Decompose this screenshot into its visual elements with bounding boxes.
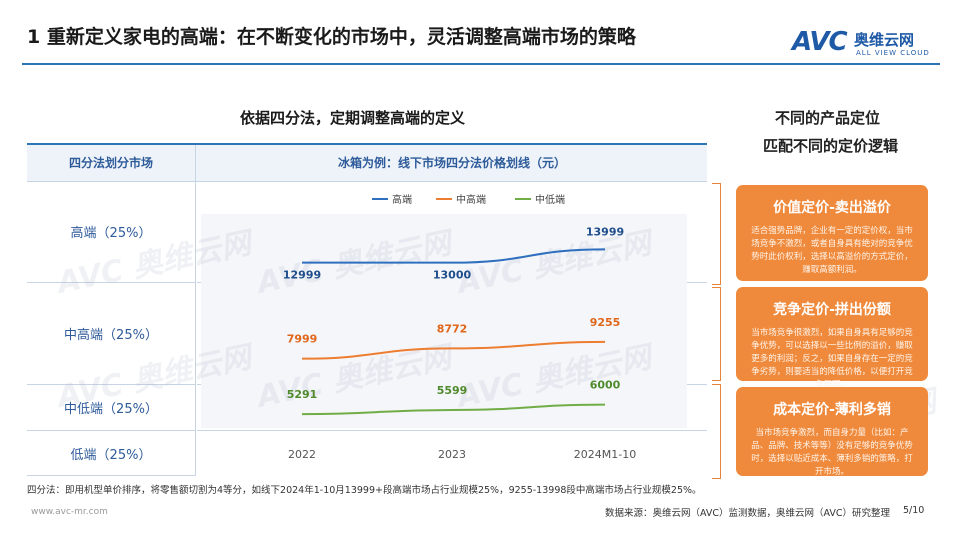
x-tick-label: 2022 <box>288 448 316 461</box>
segment-high: 高端（25%） <box>27 181 196 283</box>
table-header-row: 四分法划分市场 冰箱为例：线下市场四分法价格划线（元） <box>27 143 707 182</box>
data-label: 5291 <box>287 388 318 401</box>
header-divider <box>22 63 940 65</box>
right-title-line2: 匹配不同的定价逻辑 <box>763 137 899 155</box>
x-tick-label: 2024M1-10 <box>574 448 636 461</box>
data-label: 5599 <box>437 384 468 397</box>
segment-mid-high: 中高端（25%） <box>27 283 196 385</box>
bracket-mid-high <box>712 287 721 381</box>
page-title: 1 重新定义家电的高端：在不断变化的市场中，灵活调整高端市场的策略 <box>27 26 636 48</box>
chart-x-axis: 2022 2023 2024M1-10 <box>288 448 636 461</box>
chart-legend: 高端 中高端 中低端 <box>372 193 565 206</box>
logo-cn: 奥维云网 <box>854 31 915 49</box>
data-label: 9255 <box>590 316 621 329</box>
legend-label: 高端 <box>392 193 412 206</box>
legend-label: 中低端 <box>535 193 565 206</box>
chart-plot-area <box>201 214 687 428</box>
logo-en: ALL VIEW CLOUD <box>856 49 930 57</box>
chart-title: 冰箱为例：线下市场四分法价格划线（元） <box>337 156 566 170</box>
card-title: 价值定价-卖出溢价 <box>773 200 891 216</box>
segment-low: 低端（25%） <box>27 431 196 476</box>
series-line-1 <box>301 340 606 360</box>
card-desc: 当市场竞争很激烈，如果自身具有足够的竞争优势，可以选择以一些比例的溢价，赚取更多… <box>751 328 913 390</box>
card-value-pricing: 价值定价-卖出溢价 适合强势品牌，企业有一定的定价权，当市场竞争不激烈，或者自身… <box>736 185 928 281</box>
data-label: 13999 <box>586 225 624 238</box>
card-title: 成本定价-薄利多销 <box>773 402 891 418</box>
data-label: 8772 <box>437 322 468 335</box>
series-line-2 <box>301 403 606 416</box>
card-title: 竞争定价-拼出份额 <box>773 302 891 318</box>
data-label: 7999 <box>287 333 318 346</box>
data-label: 13000 <box>433 269 472 282</box>
page-number: 5/10 <box>903 505 925 516</box>
bracket-high <box>712 183 721 285</box>
table-header-left: 四分法划分市场 <box>27 145 196 181</box>
footnote: 四分法：即用机型单价排序，将零售额切割为4等分，如线下2024年1-10月139… <box>27 485 702 496</box>
x-tick-label: 2023 <box>438 448 466 461</box>
series-line-0 <box>301 248 606 264</box>
card-desc: 当市场竞争激烈，而自身力量（比如：产品、品牌、技术等等）没有足够的竞争优势时，选… <box>751 428 913 477</box>
section-title: 依据四分法，定期调整高端的定义 <box>240 109 466 127</box>
chart-series: 12999 13000 13999 7999 8772 9255 5291 5599 6000 <box>283 225 624 416</box>
right-title-line1: 不同的产品定位 <box>775 109 881 127</box>
card-competitive-pricing: 竞争定价-拼出份额 当市场竞争很激烈，如果自身具有足够的竞争优势，可以选择以一些… <box>736 287 928 390</box>
data-source: 数据来源：奥维云网（AVC）监测数据，奥维云网（AVC）研究整理 <box>605 508 891 519</box>
data-label: 12999 <box>283 269 321 282</box>
segment-mid-low: 中低端（25%） <box>27 385 196 431</box>
data-label: 6000 <box>590 379 621 392</box>
bracket-low <box>712 384 721 479</box>
avc-logo: AVC 奥维云网 ALL VIEW CLOUD <box>792 27 942 61</box>
legend-label: 中高端 <box>456 193 486 206</box>
logo-mark: AVC <box>792 27 848 57</box>
card-desc: 适合强势品牌，企业有一定的定价权，当市场竞争不激烈，或者自身具有绝对的竞争优势时… <box>751 226 913 275</box>
website-link[interactable]: www.avc-mr.com <box>31 507 108 517</box>
card-cost-pricing: 成本定价-薄利多销 当市场竞争激烈，而自身力量（比如：产品、品牌、技术等等）没有… <box>736 387 928 477</box>
segment-mid-low-row <box>197 385 707 431</box>
